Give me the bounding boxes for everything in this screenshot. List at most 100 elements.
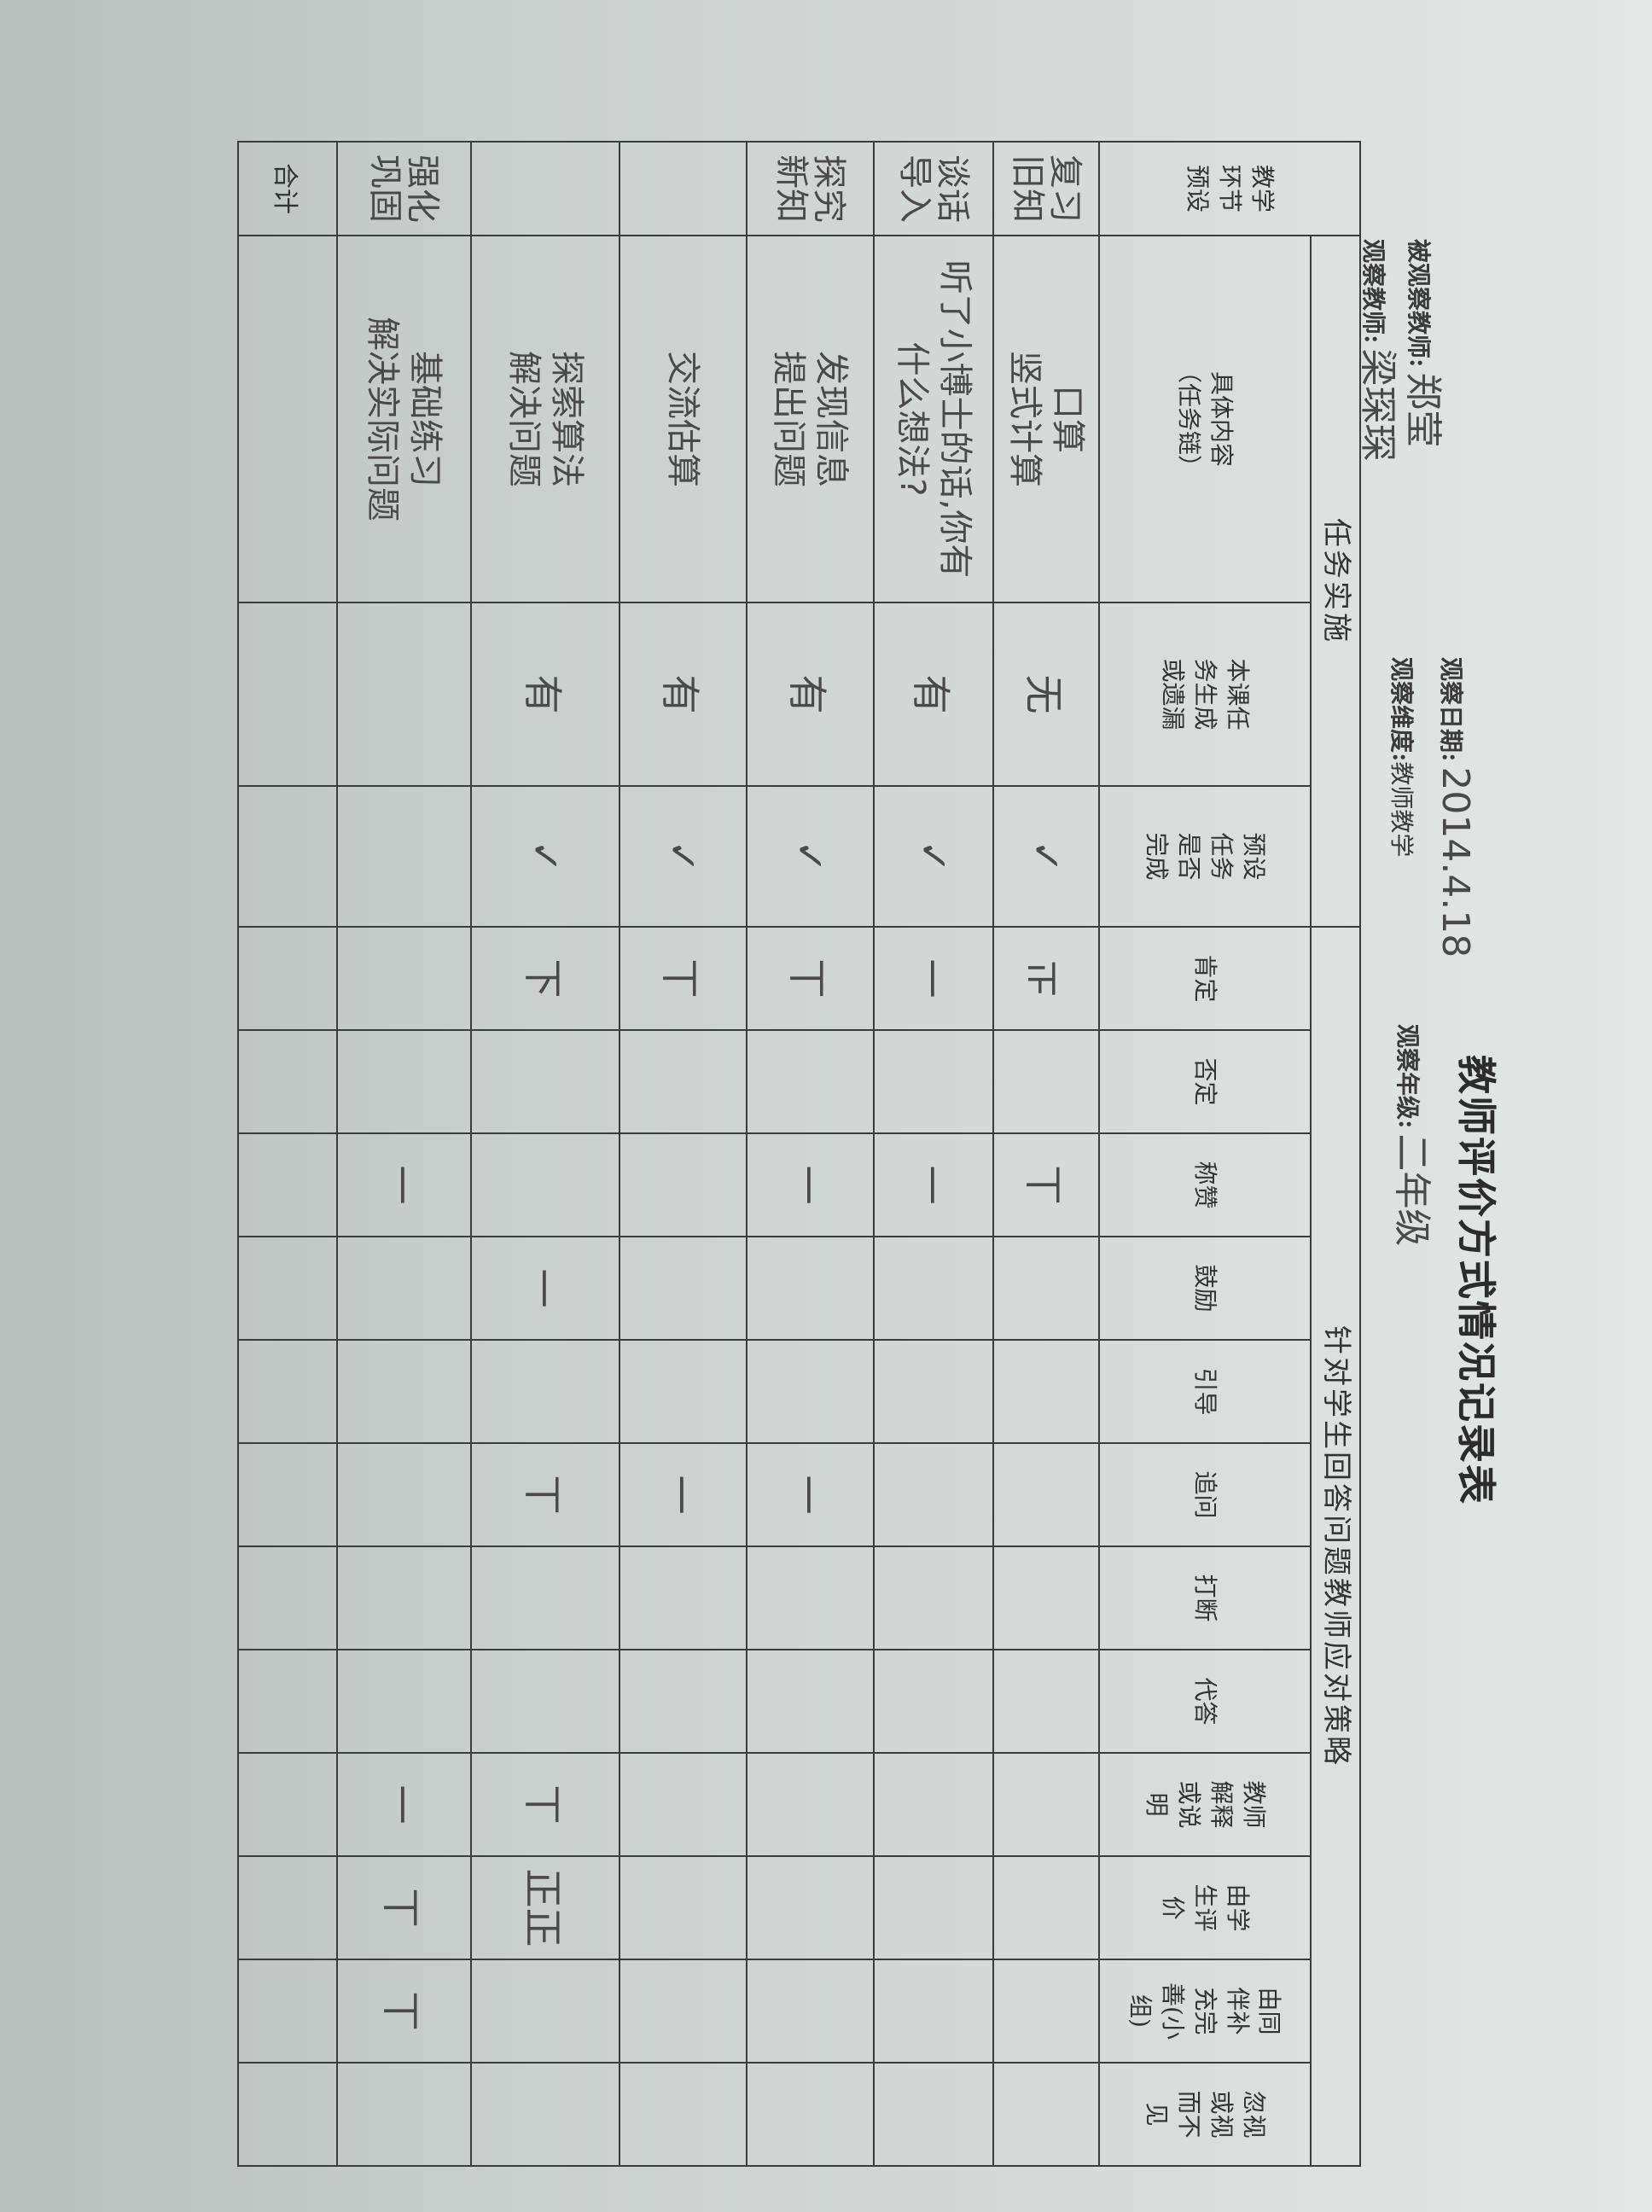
- tally-cell: [337, 2063, 471, 2166]
- column-header: 代答: [1099, 1650, 1311, 1753]
- column-header: 鼓励: [1099, 1237, 1311, 1340]
- dimension-value: 教师教学: [1387, 761, 1416, 858]
- tally-cell: [337, 786, 471, 927]
- tally-cell: 一: [874, 927, 993, 1030]
- column-header: 具体内容 （任务链）: [1099, 236, 1311, 602]
- tally-cell: 丅: [620, 927, 747, 1030]
- tally-cell: 丅: [747, 927, 874, 1030]
- total-cell: [238, 236, 337, 602]
- total-row: 合计: [238, 142, 337, 2166]
- total-label: 合计: [238, 142, 337, 236]
- column-header: 引导: [1099, 1340, 1311, 1443]
- tally-cell: ✓: [874, 786, 993, 927]
- stage-cell: [471, 142, 620, 236]
- dimension-field: 观察维度:教师教学: [1386, 657, 1420, 857]
- tally-cell: [993, 1856, 1099, 1959]
- total-cell: [238, 1237, 337, 1340]
- tally-cell: [620, 1237, 747, 1340]
- tally-cell: [874, 1650, 993, 1753]
- tally-cell: [620, 1340, 747, 1443]
- tally-cell: [620, 1959, 747, 2063]
- table-row: 探索算法 解决问题有 ✓ 下一丅丅正正: [471, 142, 620, 2166]
- tally-cell: 一: [874, 1133, 993, 1237]
- tally-cell: [747, 1753, 874, 1856]
- column-header: 预设 任务 是否 完成: [1099, 786, 1311, 927]
- total-cell: [238, 1753, 337, 1856]
- observer-field: 观察教师: 梁琛琛: [1354, 239, 1409, 461]
- tally-cell: [874, 1030, 993, 1133]
- strategy-group-header: 针对学生回答问题教师应对策略: [1311, 927, 1360, 2166]
- stage-cell: 复习 旧知: [993, 142, 1099, 236]
- tally-cell: [993, 1443, 1099, 1546]
- tally-cell: [874, 1856, 993, 1959]
- tally-cell: [874, 1443, 993, 1546]
- tally-cell: [993, 1237, 1099, 1340]
- tally-cell: [874, 1237, 993, 1340]
- tally-cell: [337, 602, 471, 786]
- total-cell: [238, 1856, 337, 1959]
- tally-cell: [337, 1443, 471, 1546]
- tally-cell: 一: [337, 1133, 471, 1237]
- tally-cell: 下: [471, 927, 620, 1030]
- tally-cell: 丅: [471, 1753, 620, 1856]
- column-header: 由同 伴补 充完 善(小 组): [1099, 1959, 1311, 2063]
- column-header: 追问: [1099, 1443, 1311, 1546]
- grade-value: 二年级: [1390, 1133, 1434, 1247]
- tally-cell: [874, 1546, 993, 1650]
- tally-cell: [993, 1753, 1099, 1856]
- grade-field: 观察年级: 二年级: [1388, 1024, 1443, 1246]
- tally-cell: [471, 1650, 620, 1753]
- observer-value: 梁琛琛: [1356, 348, 1399, 462]
- total-cell: [238, 1133, 337, 1237]
- tally-cell: [620, 1030, 747, 1133]
- stage-cell: 强化 巩固: [337, 142, 471, 236]
- tally-cell: 一: [620, 1443, 747, 1546]
- table-row: 交流估算有 ✓ 丅一: [620, 142, 747, 2166]
- tally-cell: [471, 1133, 620, 1237]
- tally-cell: 正正: [471, 1856, 620, 1959]
- tally-cell: 有: [874, 602, 993, 786]
- tally-cell: [993, 1650, 1099, 1753]
- tally-cell: [874, 1959, 993, 2063]
- tally-cell: [620, 1546, 747, 1650]
- task-content-cell: 听了小博士的话,你有 什么想法?: [874, 236, 993, 602]
- table-row: 强化 巩固 基础练习 解决实际问题一一丅丅: [337, 142, 471, 2166]
- tally-cell: ✓: [993, 786, 1099, 927]
- tally-cell: [993, 1340, 1099, 1443]
- tally-cell: [993, 1959, 1099, 2063]
- tally-cell: [620, 1753, 747, 1856]
- tally-cell: [471, 1546, 620, 1650]
- tally-cell: 一: [337, 1753, 471, 1856]
- tally-cell: 丅: [993, 1133, 1099, 1237]
- observer-label: 观察教师:: [1359, 239, 1387, 344]
- tally-cell: [471, 2063, 620, 2166]
- group-header-row: 教学 环节 预设 任务实施 针对学生回答问题教师应对策略: [1099, 142, 1360, 2166]
- total-cell: [238, 1959, 337, 2063]
- total-cell: [238, 1546, 337, 1650]
- task-content-cell: 交流估算: [620, 236, 747, 602]
- tally-cell: 无: [993, 602, 1099, 786]
- tally-cell: 有: [471, 602, 620, 786]
- tally-cell: 有: [620, 602, 747, 786]
- total-cell: [238, 927, 337, 1030]
- task-content-cell: 口算 竖式计算: [993, 236, 1099, 602]
- tally-cell: [993, 2063, 1099, 2166]
- tally-cell: [620, 1650, 747, 1753]
- column-header: 由学 生评 价: [1099, 1856, 1311, 1959]
- column-header: 否定: [1099, 1030, 1311, 1133]
- stage-header: 教学 环节 预设: [1099, 142, 1360, 236]
- tally-cell: [471, 1340, 620, 1443]
- column-header: 打断: [1099, 1546, 1311, 1650]
- tally-cell: [747, 1856, 874, 1959]
- tally-cell: [874, 1340, 993, 1443]
- column-header-row: 具体内容 （任务链） 本课任 务生成 或遗漏 预设 任务 是否 完成 肯定 否定 称赞 鼓励…: [1099, 142, 1311, 2166]
- tally-cell: 丅: [471, 1443, 620, 1546]
- tally-cell: [471, 1959, 620, 2063]
- tally-cell: [747, 1959, 874, 2063]
- column-header: 本课任 务生成 或遗漏: [1099, 602, 1311, 786]
- tally-cell: [620, 2063, 747, 2166]
- tally-cell: 正: [993, 927, 1099, 1030]
- tally-cell: 丅: [337, 1856, 471, 1959]
